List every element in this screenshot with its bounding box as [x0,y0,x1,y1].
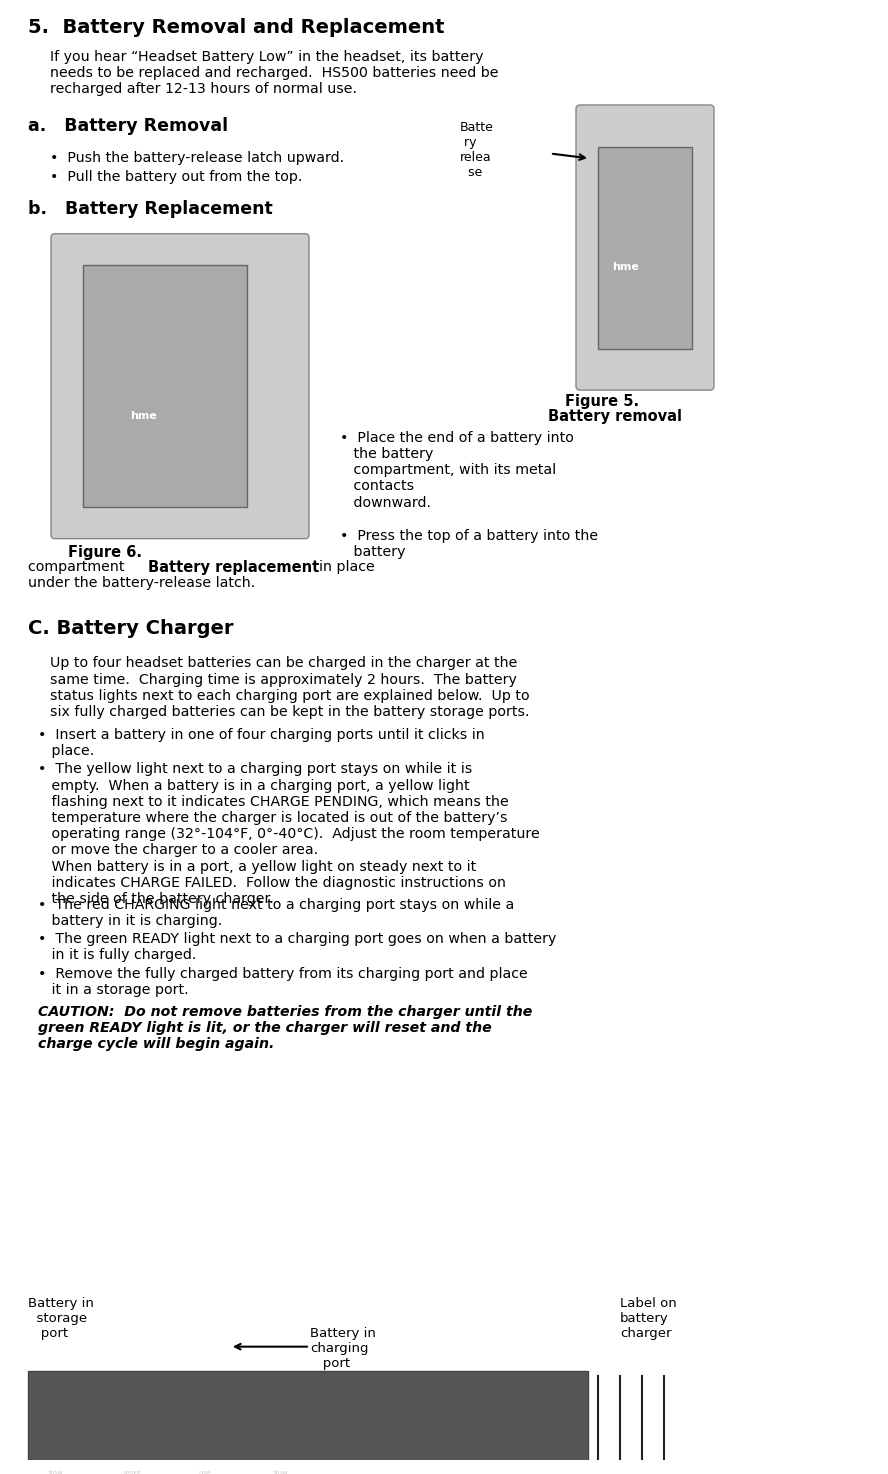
Text: If you hear “Headset Battery Low” in the headset, its battery
needs to be replac: If you hear “Headset Battery Low” in the… [50,50,498,96]
Text: •  Press the top of a battery into the
   battery: • Press the top of a battery into the ba… [340,529,599,559]
Text: •  The green READY light next to a charging port goes on when a battery
   in it: • The green READY light next to a chargi… [38,932,557,963]
Text: Battery replacement: Battery replacement [148,560,320,575]
Text: a.   Battery Removal: a. Battery Removal [28,116,228,134]
FancyBboxPatch shape [576,105,714,391]
Text: Figure 6.: Figure 6. [68,544,142,560]
Text: use: use [198,1471,210,1474]
Text: •  The red CHARGING light next to a charging port stays on while a
   battery in: • The red CHARGING light next to a charg… [38,898,514,927]
Bar [45,1465,100,1474]
Text: •  Pull the battery out from the top.: • Pull the battery out from the top. [50,171,303,184]
Text: Label on
battery
charger: Label on battery charger [620,1297,677,1340]
Text: under the battery-release latch.: under the battery-release latch. [28,576,255,590]
Text: in place: in place [310,560,375,575]
Text: •  Push the battery-release latch upward.: • Push the battery-release latch upward. [50,152,345,165]
Bar [270,1465,325,1474]
Text: 5.  Battery Removal and Replacement: 5. Battery Removal and Replacement [28,18,445,37]
Bar [490,1465,518,1474]
Text: slow: slow [273,1471,289,1474]
Text: Battery in
  storage
   port: Battery in storage port [28,1297,94,1340]
Text: CAUTION:  Do not remove batteries from the charger until the
green READY light i: CAUTION: Do not remove batteries from th… [38,1005,533,1051]
Text: compartment: compartment [28,560,133,575]
Text: b.   Battery Replacement: b. Battery Replacement [28,200,273,218]
Text: •  Place the end of a battery into
   the battery
   compartment, with its metal: • Place the end of a battery into the ba… [340,430,574,510]
Text: slow: slow [48,1471,64,1474]
FancyBboxPatch shape [598,146,692,348]
Text: reset: reset [123,1471,140,1474]
Bar [370,1465,398,1474]
Text: Batte
 ry
relea
  se: Batte ry relea se [460,121,494,178]
Bar [195,1465,250,1474]
Text: hme: hme [612,262,638,273]
Bar [530,1465,558,1474]
Text: C. Battery Charger: C. Battery Charger [28,619,234,638]
Text: Up to four headset batteries can be charged in the charger at the
same time.  Ch: Up to four headset batteries can be char… [50,656,529,719]
Text: •  Remove the fully charged battery from its charging port and place
   it in a : • Remove the fully charged battery from … [38,967,527,996]
Bar [28,1371,588,1474]
Text: Battery removal: Battery removal [548,408,682,425]
Text: Battery in
charging
   port: Battery in charging port [310,1327,376,1369]
Bar [410,1465,438,1474]
Text: hme: hme [130,411,157,422]
Bar [120,1465,175,1474]
Text: •  Insert a battery in one of four charging ports until it clicks in
   place.: • Insert a battery in one of four chargi… [38,728,485,758]
Bar [450,1465,478,1474]
FancyBboxPatch shape [83,265,247,507]
FancyBboxPatch shape [51,234,309,538]
Text: •  The yellow light next to a charging port stays on while it is
   empty.  When: • The yellow light next to a charging po… [38,762,540,907]
Text: Figure 5.: Figure 5. [565,394,639,410]
Bar [330,1465,358,1474]
